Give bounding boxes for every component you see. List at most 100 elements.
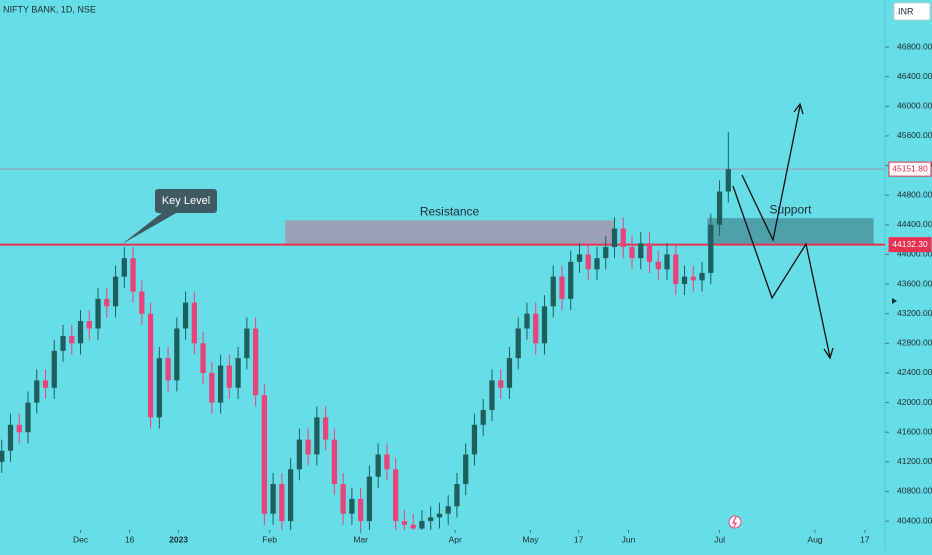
- callout-text: Key Level: [162, 195, 210, 207]
- candle-body: [349, 498, 355, 514]
- candle-body: [60, 335, 66, 351]
- x-tick-label: Apr: [449, 534, 462, 544]
- candle-body: [279, 484, 285, 522]
- price-label-box: [888, 237, 932, 253]
- y-tick-label: 42800.00: [897, 338, 932, 348]
- candle-body: [139, 291, 145, 314]
- candle-body: [323, 417, 329, 440]
- candle-body: [603, 247, 609, 259]
- candle-body: [112, 276, 119, 307]
- candle-body: [471, 424, 478, 455]
- candle-body: [480, 410, 486, 425]
- candle-body: [559, 276, 565, 299]
- arrow-head: [793, 102, 804, 115]
- candle-body: [541, 306, 548, 344]
- price-label: 44132.30: [892, 239, 928, 249]
- candle-body: [77, 321, 84, 344]
- projection-arrows: [732, 102, 834, 360]
- candle-body: [340, 484, 346, 514]
- candle-body: [305, 439, 311, 455]
- candle-body: [42, 380, 49, 388]
- y-tick-label: 40400.00: [897, 515, 932, 525]
- candle-body: [673, 254, 679, 285]
- arrow-down: [732, 185, 831, 358]
- candle-body: [646, 243, 653, 262]
- candle-body: [366, 476, 373, 522]
- x-tick-label: Mar: [353, 534, 368, 544]
- candle-body: [200, 343, 206, 373]
- x-tick-label: 17: [574, 534, 584, 544]
- candle-body: [182, 302, 189, 329]
- candle-body: [384, 454, 390, 470]
- candle-body: [611, 228, 618, 248]
- candle-body: [401, 521, 408, 525]
- candle-body: [296, 439, 303, 470]
- zone: [285, 220, 614, 245]
- candle-body: [25, 402, 31, 433]
- callout-pointer: [122, 212, 178, 244]
- scroll-marker: [892, 298, 897, 304]
- zone-label: Support: [769, 202, 812, 216]
- y-tick-label: 46000.00: [897, 101, 932, 111]
- candle-body: [550, 276, 556, 307]
- candle-body: [261, 395, 267, 514]
- price-label: 45151.80: [892, 163, 928, 173]
- candle-body: [638, 243, 644, 259]
- candle-body: [655, 261, 661, 270]
- y-tick-label: 42000.00: [897, 397, 932, 407]
- candle-body: [568, 261, 574, 299]
- candle-body: [498, 380, 504, 388]
- candle-body: [515, 328, 521, 359]
- candle-body: [506, 358, 513, 388]
- candle-body: [576, 254, 583, 262]
- candle-body: [235, 358, 241, 388]
- x-tick-label: 2023: [169, 534, 188, 544]
- candle-body: [156, 358, 162, 418]
- x-tick-label: May: [522, 534, 539, 544]
- chart-title: NIFTY BANK, 1D, NSE: [3, 4, 96, 14]
- candle-body: [585, 254, 591, 270]
- x-tick-label: Jun: [622, 534, 636, 544]
- candle-body: [725, 169, 731, 192]
- candle-body: [436, 513, 443, 518]
- event-icon[interactable]: [728, 515, 742, 529]
- overlay: Resistance Support Key Level: [122, 189, 812, 244]
- y-tick-label: 45600.00: [897, 130, 932, 140]
- candle-body: [209, 372, 215, 403]
- y-tick-label: 43600.00: [897, 278, 932, 288]
- candle-body: [699, 272, 705, 281]
- zone: [707, 218, 874, 245]
- y-tick-label: 43200.00: [897, 308, 932, 318]
- currency: INR: [898, 6, 914, 16]
- candle-body: [244, 328, 250, 359]
- y-tick-label: 44000.00: [897, 249, 932, 259]
- candle-body: [620, 228, 626, 248]
- currency-box[interactable]: [893, 2, 931, 21]
- candle-body: [165, 358, 171, 381]
- x-tick-label: Aug: [807, 534, 822, 544]
- y-tick-label: 44800.00: [897, 189, 932, 199]
- price-label-box: [888, 161, 932, 177]
- candle-body: [226, 365, 232, 388]
- candle-body: [0, 450, 5, 462]
- y-tick-label: 42400.00: [897, 367, 932, 377]
- candle-body: [716, 191, 723, 225]
- plot-area: [0, 132, 885, 530]
- candle-body: [664, 254, 670, 270]
- candle-body: [629, 247, 635, 259]
- x-tick-label: Feb: [262, 534, 277, 544]
- candle-body: [489, 380, 495, 410]
- candle-body: [393, 469, 399, 522]
- candle-body: [252, 328, 259, 396]
- callout-box: [155, 189, 217, 213]
- arrow-head: [823, 347, 834, 360]
- candle-body: [130, 258, 136, 292]
- candle-body: [358, 498, 364, 522]
- arrow-up: [741, 105, 801, 243]
- y-tick-label: 41600.00: [897, 426, 932, 436]
- candle-body: [314, 417, 320, 455]
- candle-body: [51, 350, 57, 388]
- y-tick-label: 40800.00: [897, 486, 932, 496]
- candle-body: [86, 321, 92, 329]
